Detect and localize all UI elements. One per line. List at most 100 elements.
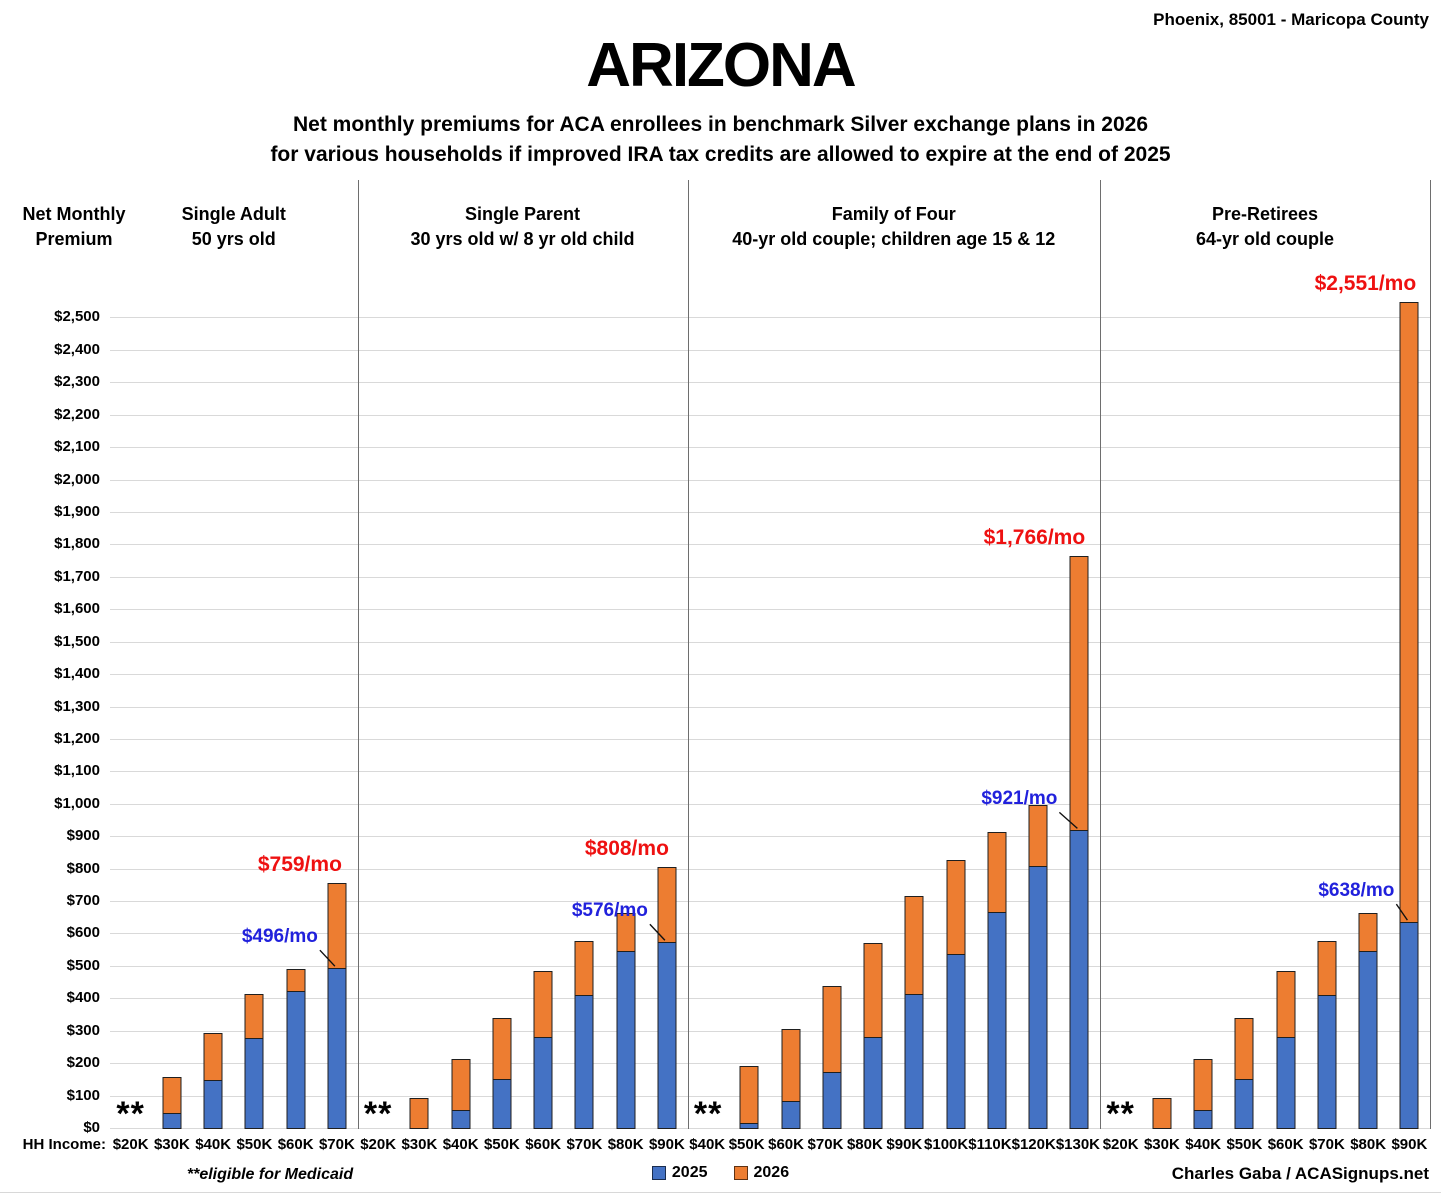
y-tick-label: $1,300 — [54, 697, 100, 715]
bar-2025-segment — [1069, 830, 1089, 1129]
bar-2026-segment — [1152, 1098, 1172, 1129]
x-axis-label: $40K — [689, 1136, 726, 1153]
bar-slot: ** — [358, 286, 399, 1131]
x-axis-label: $30K — [1143, 1136, 1180, 1153]
medicaid-marker: ** — [693, 1095, 723, 1133]
x-label-slot: $50K — [234, 1134, 275, 1156]
y-tick-label: $100 — [66, 1086, 100, 1104]
x-label-slot: $20K — [110, 1134, 151, 1156]
x-label-group: $20K $30K $40K $50K $60K $70K $80K $90K — [358, 1134, 688, 1156]
x-label-slot: $40K — [440, 1134, 481, 1156]
group-header-desc: 64-yr old couple — [1195, 229, 1335, 249]
group-header: Single Parent 30 yrs old w/ 8 yr old chil… — [358, 202, 688, 252]
x-axis-label: $80K — [846, 1136, 883, 1153]
bar-2025-segment — [822, 1072, 842, 1129]
y-tick-label: $2,200 — [54, 405, 100, 423]
gridline — [110, 836, 1430, 838]
bar-2026-segment — [739, 1065, 759, 1129]
bar-slot — [234, 286, 275, 1129]
bar-slot — [1389, 286, 1430, 1129]
x-axis-label: $90K — [1391, 1136, 1428, 1153]
bar-2025-segment — [1358, 950, 1378, 1129]
bottom-rule — [0, 1192, 1441, 1193]
medicaid-marker: ** — [116, 1095, 145, 1133]
y-tick-label: $1,800 — [54, 535, 100, 553]
bar-slot — [151, 286, 192, 1129]
annotation-2026-label: $1,766/mo — [983, 526, 1086, 550]
location-label: Phoenix, 85001 - Maricopa County — [1153, 10, 1429, 29]
x-axis-label: $80K — [607, 1136, 644, 1153]
x-axis-label: $40K — [1185, 1136, 1222, 1153]
y-tick-label: $1,100 — [54, 762, 100, 780]
x-label-slot: $130K — [1056, 1134, 1100, 1156]
x-axis-label: $70K — [1308, 1136, 1345, 1153]
annotation-2025-label: $496/mo — [241, 926, 318, 948]
gridline — [110, 803, 1430, 805]
bar-2026-segment — [409, 1098, 429, 1129]
y-tick-label: $400 — [66, 989, 100, 1007]
bar-slot — [894, 286, 935, 1129]
x-label-slot: $60K — [766, 1134, 805, 1156]
bar-2025-segment — [162, 1112, 182, 1129]
x-axis-label: $110K — [968, 1136, 1012, 1153]
x-label-slot: $90K — [885, 1134, 924, 1156]
legend-item: 2025 — [651, 1164, 708, 1182]
x-axis-label: $20K — [112, 1136, 149, 1153]
bar-slot — [440, 286, 481, 1129]
x-label-slot: $80K — [1348, 1134, 1389, 1156]
legend-label: 2026 — [753, 1164, 790, 1181]
x-axis-label: $70K — [807, 1136, 844, 1153]
annotation-2025-label: $638/mo — [1318, 880, 1395, 902]
x-label-slot: $80K — [845, 1134, 884, 1156]
x-axis-label: $130K — [1055, 1136, 1101, 1153]
bar-slot — [1306, 286, 1347, 1129]
x-axis-label: $70K — [318, 1136, 355, 1153]
bar-2025-segment — [1193, 1109, 1213, 1129]
y-tick-label: $900 — [66, 827, 100, 845]
annotation-2026-label: $2,551/mo — [1314, 271, 1417, 295]
group-divider — [1430, 180, 1431, 1129]
y-tick-label: $1,900 — [54, 502, 100, 520]
y-tick-label: $600 — [66, 924, 100, 942]
annotation-2025-label: $576/mo — [571, 900, 648, 922]
bar-slot: ** — [1100, 286, 1141, 1133]
gridline — [110, 1095, 1430, 1097]
x-axis-label: $90K — [886, 1136, 923, 1153]
credit-label: Charles Gaba / ACASignups.net — [1171, 1164, 1429, 1183]
bar-2025-segment — [863, 1037, 883, 1129]
x-label-slot: $50K — [481, 1134, 522, 1156]
gridline — [110, 544, 1430, 546]
y-tick-label: $1,400 — [54, 665, 100, 683]
gridline — [110, 738, 1430, 740]
bar-2025-segment — [781, 1101, 801, 1129]
gridline — [110, 479, 1430, 481]
bar-group: ** — [688, 286, 1101, 1133]
bar-slot — [729, 286, 770, 1129]
bar-2025-segment — [616, 950, 636, 1129]
x-label-slot: $70K — [564, 1134, 605, 1156]
medicaid-marker: ** — [1106, 1095, 1135, 1133]
gridline — [110, 382, 1430, 384]
group-header-title: Family of Four — [831, 204, 956, 224]
bar-group: ** — [358, 286, 688, 1131]
chart-legend: 2025 2026 — [0, 1164, 1441, 1182]
bar-2025-segment — [451, 1109, 471, 1129]
gridline — [110, 998, 1430, 1000]
gridline — [110, 674, 1430, 676]
group-divider — [1100, 180, 1101, 1129]
x-label-slot: $70K — [1306, 1134, 1347, 1156]
bars-layer: ** ** ** ** — [110, 286, 1430, 1133]
group-header-desc: 30 yrs old w/ 8 yr old child — [410, 229, 635, 249]
group-divider — [687, 180, 689, 1129]
group-headers-row: Single Adult 50 yrs old Single Parent 30 yr… — [110, 202, 1430, 252]
x-axis-label: $60K — [1267, 1136, 1304, 1153]
page-title: ARIZONA — [586, 31, 856, 100]
group-divider — [357, 180, 359, 1129]
x-label-slot: $50K — [727, 1134, 766, 1156]
x-label-slot: $60K — [1265, 1134, 1306, 1156]
gridline — [110, 414, 1430, 416]
y-tick-label: $1,000 — [54, 794, 100, 812]
x-label-slot: $20K — [1100, 1134, 1141, 1156]
bar-group: ** — [110, 286, 358, 1133]
